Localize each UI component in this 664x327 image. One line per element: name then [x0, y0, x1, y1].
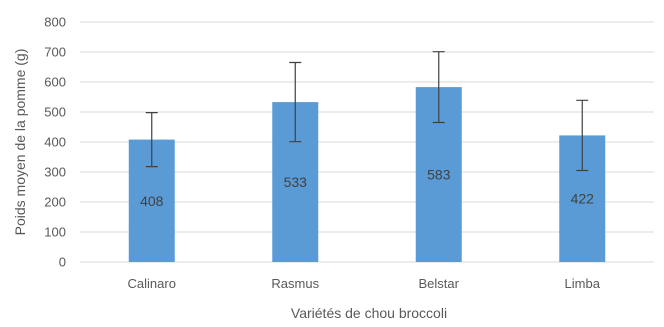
x-tick-label: Calinaro: [128, 276, 176, 291]
error-bar: [289, 61, 302, 143]
x-axis-ticks: Calinaro Rasmus Belstar Limba: [128, 276, 601, 291]
gridlines: [80, 21, 654, 263]
data-label: 422: [571, 191, 595, 207]
y-tick-label: 400: [44, 135, 66, 150]
x-tick-label: Limba: [565, 276, 601, 291]
bars: 408 533 583 422: [128, 51, 606, 262]
y-tick-label: 700: [44, 45, 66, 60]
y-axis-title: Poids moyen de la pomme (g): [12, 49, 28, 236]
x-axis-title: Variétés de chou broccoli: [291, 305, 447, 321]
y-tick-label: 200: [44, 195, 66, 210]
y-tick-label: 800: [44, 15, 66, 30]
x-tick-label: Belstar: [419, 276, 460, 291]
y-axis-ticks: 0 100 200 300 400 500 600 700 800: [44, 15, 66, 270]
error-bar: [432, 51, 445, 124]
error-bar: [145, 112, 158, 168]
y-tick-label: 600: [44, 75, 66, 90]
x-tick-label: Rasmus: [271, 276, 319, 291]
error-bar: [576, 99, 589, 172]
data-label: 408: [140, 193, 164, 209]
y-tick-label: 0: [59, 255, 66, 270]
y-tick-label: 300: [44, 165, 66, 180]
data-label: 583: [427, 167, 451, 183]
y-tick-label: 500: [44, 105, 66, 120]
data-label: 533: [284, 174, 308, 190]
y-tick-label: 100: [44, 225, 66, 240]
